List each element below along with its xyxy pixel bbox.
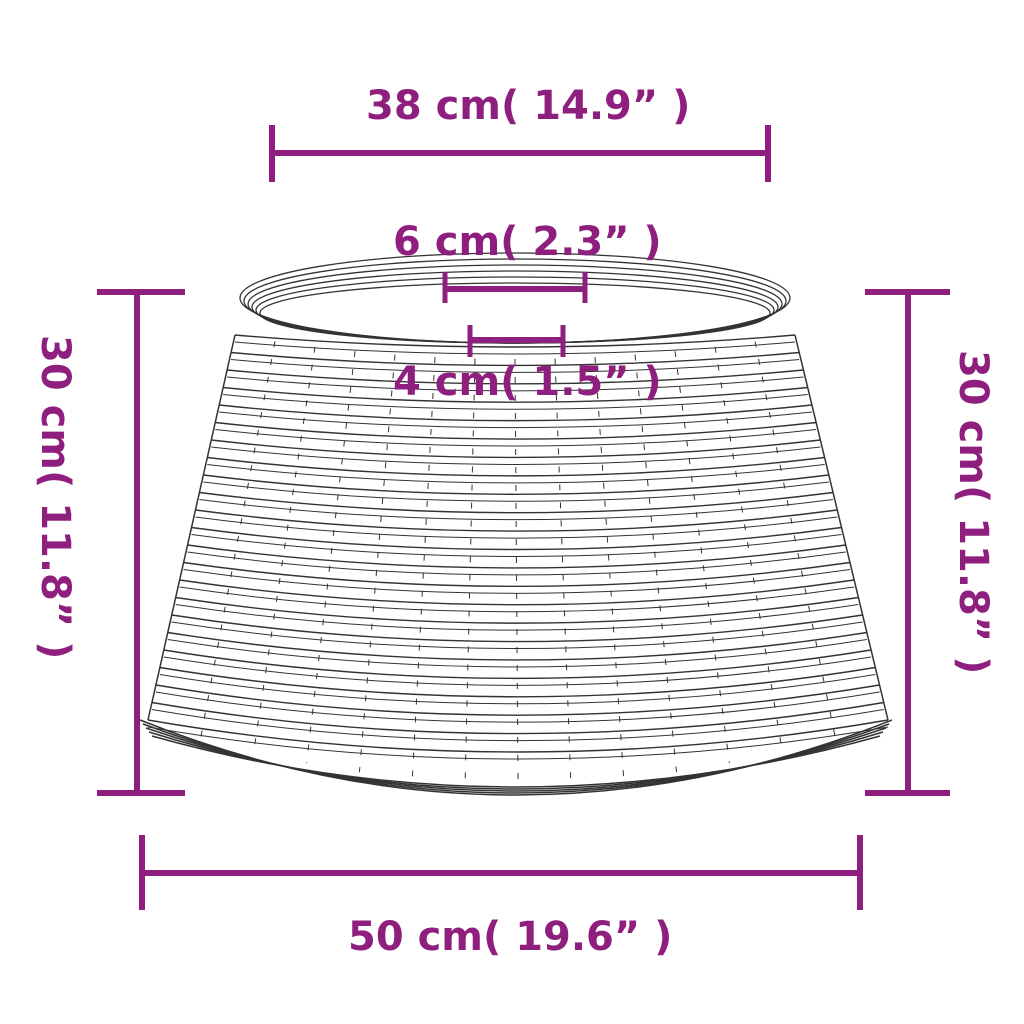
weave-row xyxy=(155,684,880,716)
inner-bottom-label: 4 cm( 1.5” ) xyxy=(393,359,662,405)
weave-row xyxy=(234,334,796,348)
basket-side-left xyxy=(147,334,236,721)
weave-row xyxy=(195,516,838,539)
weave-row xyxy=(215,421,817,440)
weave-row xyxy=(230,359,800,373)
weave-stake xyxy=(754,341,836,738)
inner-top-label: 6 cm( 2.3” ) xyxy=(393,219,662,265)
weave-row xyxy=(211,439,821,459)
weave-row xyxy=(227,376,804,392)
weave-row xyxy=(167,631,867,661)
weave-row xyxy=(195,509,838,532)
weave-row xyxy=(219,404,812,422)
weave-row xyxy=(163,649,872,680)
weave-row xyxy=(234,341,796,355)
weave-row xyxy=(199,491,834,514)
weave-row xyxy=(203,474,829,495)
weave-row xyxy=(151,701,884,735)
top-diameter-label: 38 cm( 14.9” ) xyxy=(366,83,691,129)
weave-row xyxy=(159,666,876,698)
weave-row xyxy=(203,481,829,502)
weave-row xyxy=(191,526,842,551)
weave-row xyxy=(183,561,851,588)
weave-row xyxy=(223,394,808,410)
weave-row xyxy=(219,411,812,429)
weave-row xyxy=(230,351,800,367)
bottom-diameter-label: 50 cm( 19.6” ) xyxy=(348,914,673,960)
weave-row xyxy=(211,446,821,465)
weave-row xyxy=(207,464,825,484)
weave-stake xyxy=(200,341,276,738)
weave-row xyxy=(175,596,859,624)
weave-row xyxy=(187,544,846,569)
base-coil xyxy=(151,735,881,788)
weave-row xyxy=(227,369,804,385)
weave-stake xyxy=(674,351,730,764)
weave-row xyxy=(215,429,817,447)
weave-row xyxy=(171,614,863,643)
weave-stake xyxy=(306,351,356,764)
weave-row xyxy=(207,456,825,477)
weave-row xyxy=(179,579,855,606)
weave-row xyxy=(187,551,846,576)
weave-row xyxy=(223,386,808,403)
weave-row xyxy=(191,534,842,557)
height-left-label: 30 cm( 11.8” ) xyxy=(32,335,78,660)
weave-row xyxy=(199,499,834,521)
weave-row xyxy=(147,719,889,753)
height-right-label: 30 cm( 11.8” ) xyxy=(950,350,996,675)
basket-side-right xyxy=(794,334,889,721)
